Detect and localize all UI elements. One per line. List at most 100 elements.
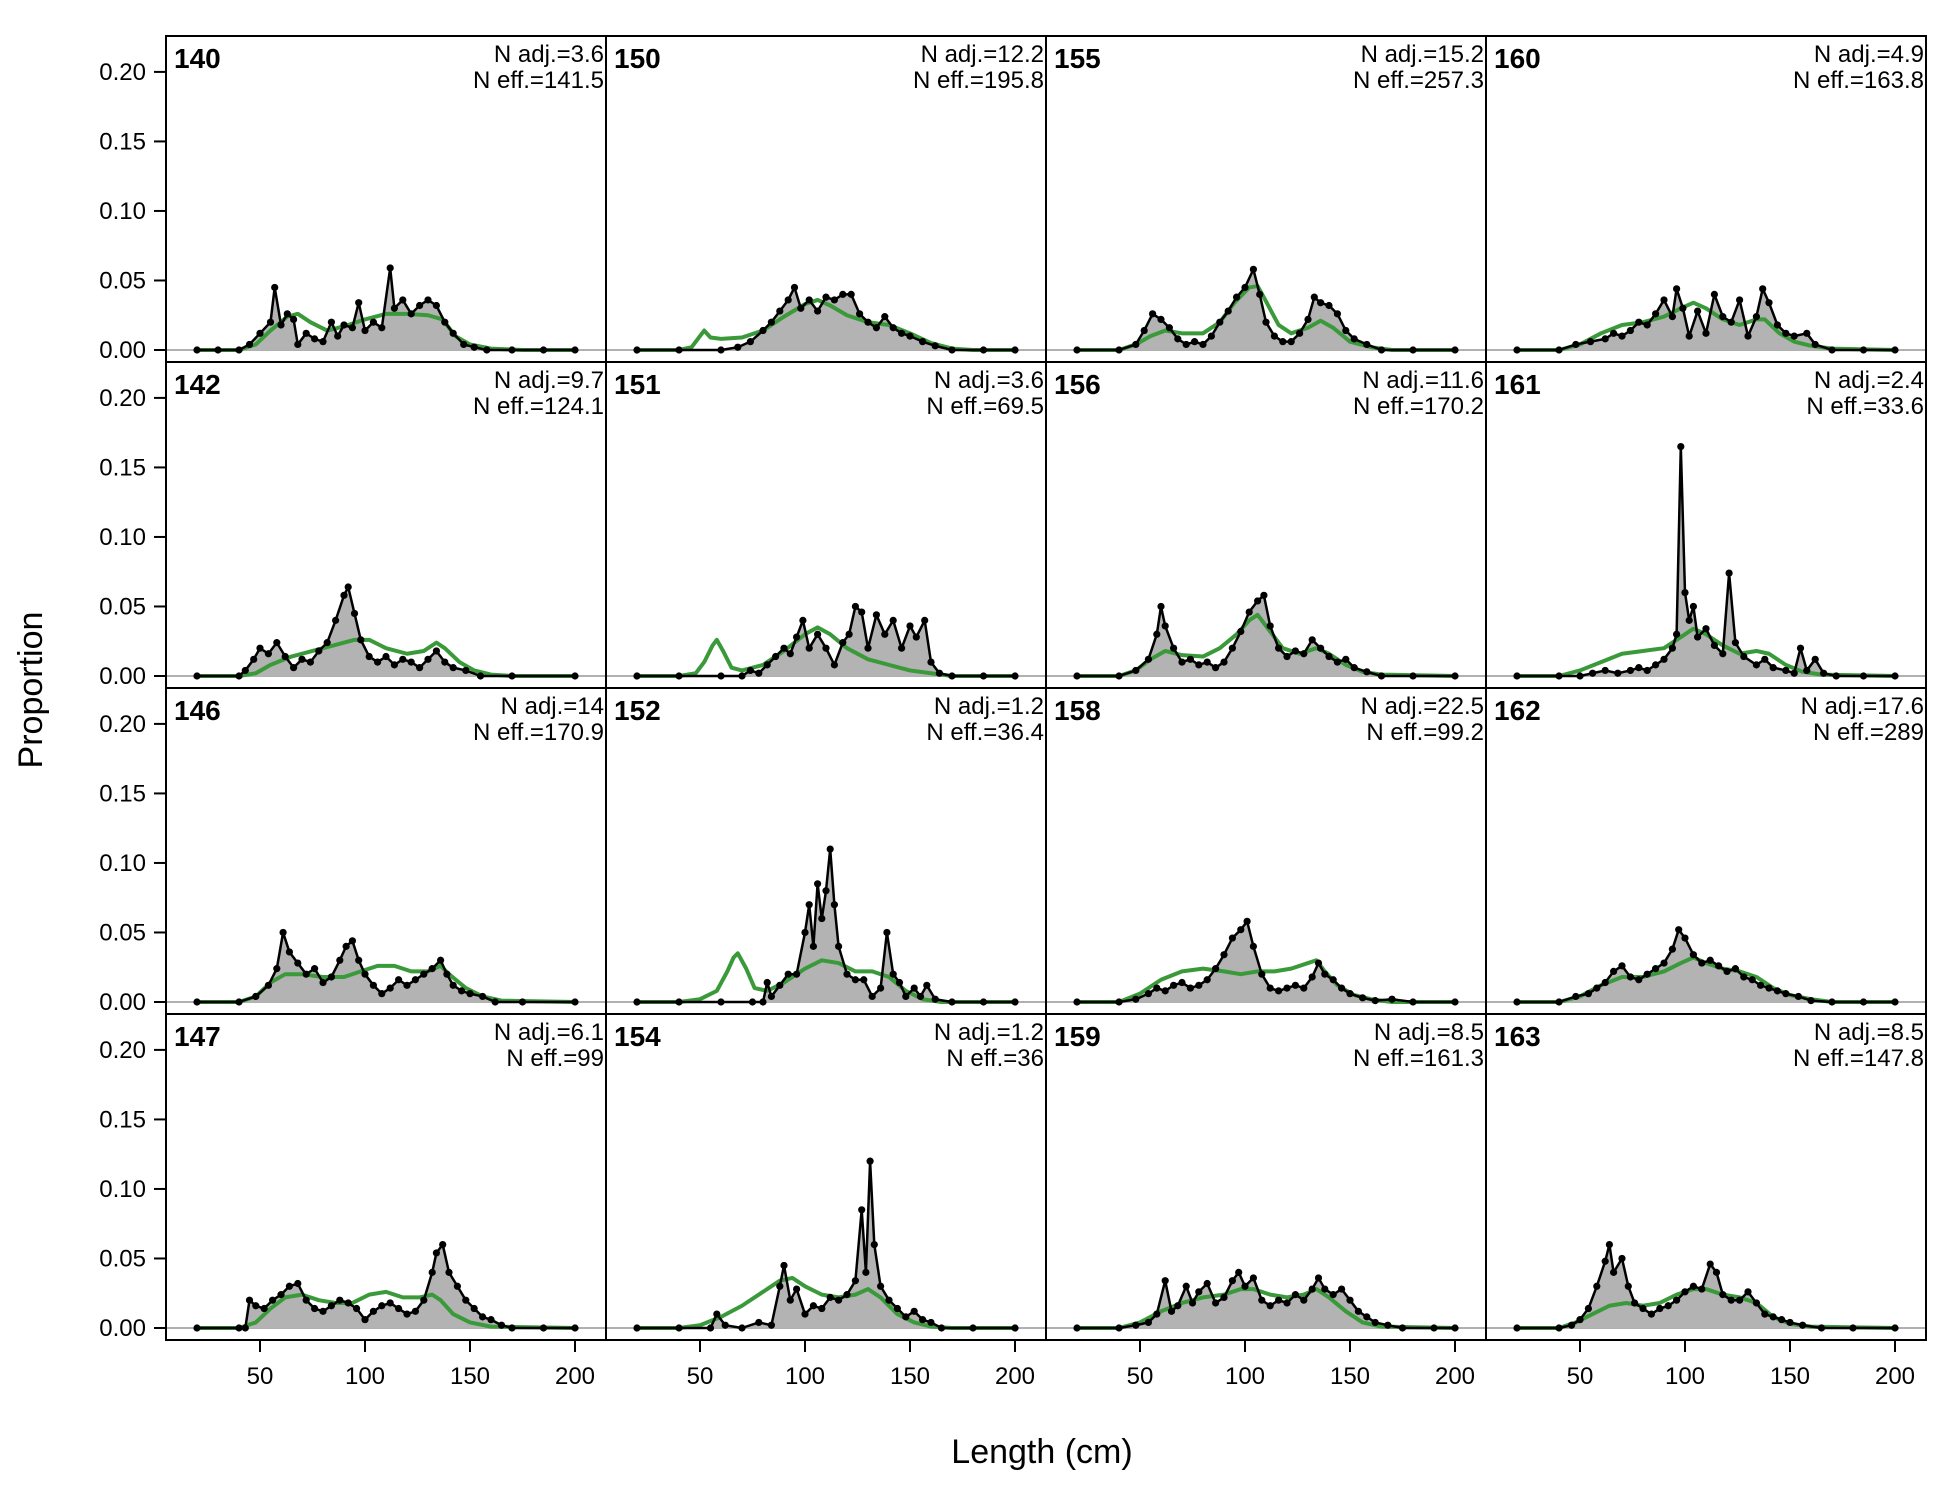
observed-point — [1132, 1321, 1140, 1329]
observed-point — [311, 1304, 319, 1313]
observed-point — [283, 310, 291, 318]
observed-area — [1517, 446, 1895, 676]
observed-point — [1859, 672, 1868, 680]
panel-140: 140 N adj.=3.6N eff.=141.5 — [165, 35, 607, 363]
observed-point — [902, 1313, 910, 1321]
observed-point — [466, 990, 474, 998]
observed-point — [1291, 1291, 1299, 1299]
observed-point — [306, 658, 314, 666]
observed-point — [1769, 1313, 1777, 1321]
observed-point — [1820, 669, 1828, 677]
observed-point — [784, 970, 792, 978]
observed-point — [241, 1324, 249, 1332]
observed-point — [332, 616, 340, 624]
panel-147: 147 N adj.=6.1N eff.=99 — [165, 1013, 607, 1341]
observed-point — [786, 650, 794, 658]
observed-point — [1350, 335, 1358, 343]
observed-point — [1256, 290, 1264, 298]
observed-point — [1790, 669, 1798, 677]
observed-point — [369, 318, 377, 326]
observed-point — [1576, 672, 1584, 680]
observed-point — [344, 583, 352, 591]
observed-point — [776, 307, 784, 315]
observed-point — [1668, 644, 1676, 652]
observed-point — [428, 1268, 436, 1276]
observed-area — [197, 1244, 575, 1328]
observed-point — [1241, 1282, 1249, 1290]
observed-point — [889, 324, 897, 332]
observed-point — [269, 1296, 277, 1304]
observed-point — [1626, 326, 1634, 335]
observed-point — [895, 978, 904, 987]
observed-point — [1291, 981, 1299, 989]
observed-area — [637, 849, 1015, 1002]
observed-point — [1451, 998, 1459, 1006]
observed-point — [382, 652, 390, 661]
observed-point — [979, 346, 988, 354]
observed-point — [675, 346, 683, 354]
observed-point — [675, 998, 683, 1006]
observed-point — [763, 661, 771, 669]
panel-154: 154 N adj.=1.2N eff.=36 — [605, 1013, 1047, 1341]
observed-point — [885, 1296, 893, 1304]
panel-label: 152 — [614, 695, 661, 726]
observed-point — [460, 340, 468, 349]
observed-point — [923, 981, 931, 989]
observed-point — [675, 672, 683, 680]
observed-point — [1384, 1321, 1392, 1329]
observed-point — [1409, 346, 1417, 354]
n-adj-label: N adj.=1.2 — [934, 693, 1044, 720]
observed-point — [428, 965, 436, 973]
observed-point — [1310, 293, 1318, 301]
observed-point — [767, 318, 776, 326]
panel-152: 152 N adj.=1.2N eff.=36.4 — [605, 687, 1047, 1015]
observed-point — [1338, 984, 1346, 992]
observed-point — [264, 650, 272, 658]
observed-point — [1698, 1285, 1706, 1293]
observed-point — [1287, 338, 1295, 346]
observed-point — [1652, 965, 1660, 973]
observed-point — [818, 1304, 826, 1313]
observed-point — [1325, 301, 1333, 310]
observed-point — [264, 981, 272, 989]
n-eff-label: N eff.=170.9 — [473, 719, 604, 746]
observed-point — [633, 1324, 641, 1332]
observed-point — [266, 318, 275, 326]
observed-point — [476, 672, 485, 680]
observed-point — [793, 970, 801, 978]
y-tick-label: 0.00 — [99, 663, 146, 690]
observed-point — [279, 928, 287, 937]
observed-point — [675, 1324, 683, 1332]
observed-point — [1639, 1304, 1647, 1313]
observed-point — [1409, 998, 1417, 1006]
n-eff-label: N eff.=141.5 — [473, 67, 604, 94]
observed-point — [767, 992, 776, 1001]
observed-point — [1329, 1291, 1337, 1299]
observed-point — [1605, 1240, 1613, 1249]
x-tick-label: 150 — [450, 1363, 490, 1390]
x-tick-label: 100 — [1225, 1363, 1265, 1390]
observed-point — [1675, 926, 1683, 934]
observed-point — [193, 998, 201, 1006]
n-eff-label: N eff.=124.1 — [473, 393, 604, 420]
observed-point — [1321, 970, 1329, 978]
observed-point — [290, 315, 298, 324]
observed-point — [1342, 326, 1350, 335]
observed-point — [851, 602, 860, 611]
observed-point — [1275, 1296, 1283, 1304]
observed-point — [374, 658, 382, 666]
y-tick-label: 0.00 — [99, 1315, 146, 1342]
observed-point — [1203, 976, 1211, 984]
observed-point — [235, 346, 243, 354]
observed-point — [1765, 984, 1773, 992]
observed-point — [1157, 315, 1165, 324]
observed-point — [1377, 346, 1386, 354]
observed-point — [361, 1316, 369, 1324]
observed-point — [1170, 981, 1178, 989]
observed-point — [1773, 987, 1781, 995]
observed-point — [1178, 658, 1186, 666]
observed-point — [1296, 329, 1304, 337]
observed-point — [1317, 299, 1325, 307]
y-tick-label: 0.20 — [99, 1037, 146, 1064]
observed-point — [872, 611, 881, 619]
